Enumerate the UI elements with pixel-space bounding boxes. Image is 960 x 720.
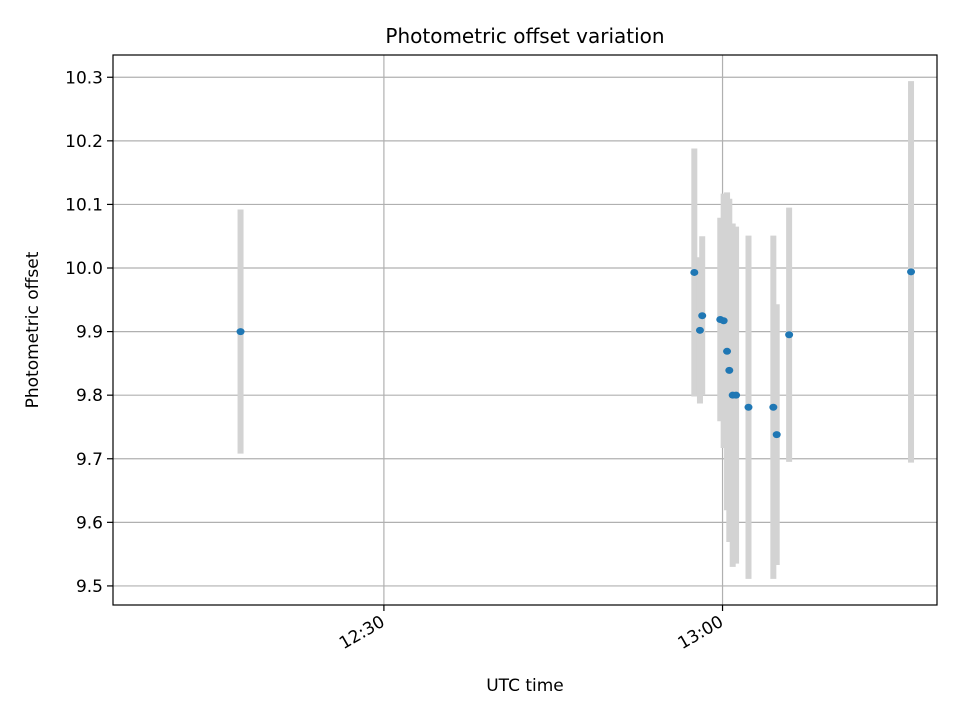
y-tick-label: 9.5 <box>76 577 103 597</box>
y-tick-label: 9.7 <box>76 450 103 470</box>
data-point <box>719 317 728 325</box>
data-point <box>695 326 704 334</box>
y-tick-label: 10.3 <box>65 68 103 88</box>
x-axis-label: UTC time <box>486 676 564 696</box>
data-point <box>772 431 781 439</box>
data-points <box>236 268 916 439</box>
data-point <box>769 403 778 411</box>
y-tick-label: 9.9 <box>76 323 103 343</box>
y-axis-label: Photometric offset <box>23 251 43 408</box>
y-axis-ticks: 9.5 9.6 9.7 9.8 9.9 10.0 10.1 10.2 10.3 <box>65 68 113 597</box>
y-tick-label: 9.8 <box>76 386 103 406</box>
chart-title: Photometric offset variation <box>385 24 664 48</box>
data-point <box>907 268 916 276</box>
y-tick-label: 10.0 <box>65 259 103 279</box>
data-point <box>236 328 245 336</box>
y-tick-label: 10.2 <box>65 132 103 152</box>
data-point <box>744 403 753 411</box>
data-point <box>723 347 732 355</box>
data-point <box>690 268 699 276</box>
grid <box>113 55 937 605</box>
y-tick-label: 9.6 <box>76 513 103 533</box>
data-point <box>725 366 734 374</box>
y-tick-label: 10.1 <box>65 195 103 215</box>
plot-frame <box>112 54 938 606</box>
data-point <box>732 391 741 399</box>
data-point <box>785 331 794 339</box>
data-point <box>698 312 707 320</box>
